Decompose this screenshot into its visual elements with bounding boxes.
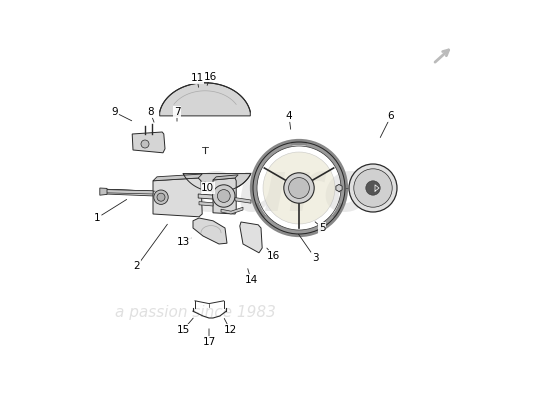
Polygon shape bbox=[235, 198, 251, 203]
Polygon shape bbox=[240, 222, 262, 253]
Text: 16: 16 bbox=[267, 251, 280, 261]
Circle shape bbox=[263, 152, 335, 224]
Circle shape bbox=[141, 140, 149, 148]
Polygon shape bbox=[132, 132, 165, 153]
Polygon shape bbox=[213, 178, 236, 214]
Text: 11: 11 bbox=[190, 73, 204, 83]
Circle shape bbox=[157, 193, 165, 201]
Circle shape bbox=[289, 178, 310, 198]
Polygon shape bbox=[199, 202, 213, 206]
Polygon shape bbox=[153, 174, 202, 181]
Text: a passion since 1983: a passion since 1983 bbox=[115, 304, 276, 320]
Polygon shape bbox=[193, 218, 227, 244]
Text: 14: 14 bbox=[244, 275, 257, 285]
Text: 3: 3 bbox=[312, 253, 318, 263]
Text: 16: 16 bbox=[204, 72, 217, 82]
Polygon shape bbox=[100, 188, 107, 195]
Polygon shape bbox=[336, 184, 342, 192]
Circle shape bbox=[154, 190, 168, 204]
Circle shape bbox=[213, 185, 235, 207]
Polygon shape bbox=[160, 83, 250, 116]
Text: 15: 15 bbox=[177, 325, 190, 335]
Text: 1: 1 bbox=[94, 213, 100, 223]
Text: 17: 17 bbox=[202, 337, 216, 347]
Text: 2: 2 bbox=[134, 261, 140, 271]
Text: 9: 9 bbox=[111, 107, 118, 117]
Text: 5: 5 bbox=[319, 223, 326, 233]
Text: 10: 10 bbox=[201, 183, 214, 193]
Polygon shape bbox=[198, 194, 215, 199]
Polygon shape bbox=[183, 174, 251, 192]
Polygon shape bbox=[213, 175, 238, 180]
Circle shape bbox=[217, 190, 230, 202]
Circle shape bbox=[349, 164, 397, 212]
Polygon shape bbox=[105, 190, 153, 194]
Text: 4: 4 bbox=[285, 111, 292, 121]
Text: 6: 6 bbox=[388, 111, 394, 121]
Circle shape bbox=[354, 169, 392, 207]
Circle shape bbox=[284, 173, 314, 203]
Polygon shape bbox=[153, 178, 202, 217]
Text: euro: euro bbox=[187, 158, 373, 226]
Text: 7: 7 bbox=[174, 107, 180, 117]
Polygon shape bbox=[105, 189, 155, 196]
Text: 12: 12 bbox=[223, 325, 237, 335]
Text: 8: 8 bbox=[147, 107, 153, 117]
Text: 13: 13 bbox=[177, 237, 190, 247]
Circle shape bbox=[366, 181, 380, 195]
Polygon shape bbox=[221, 207, 243, 214]
